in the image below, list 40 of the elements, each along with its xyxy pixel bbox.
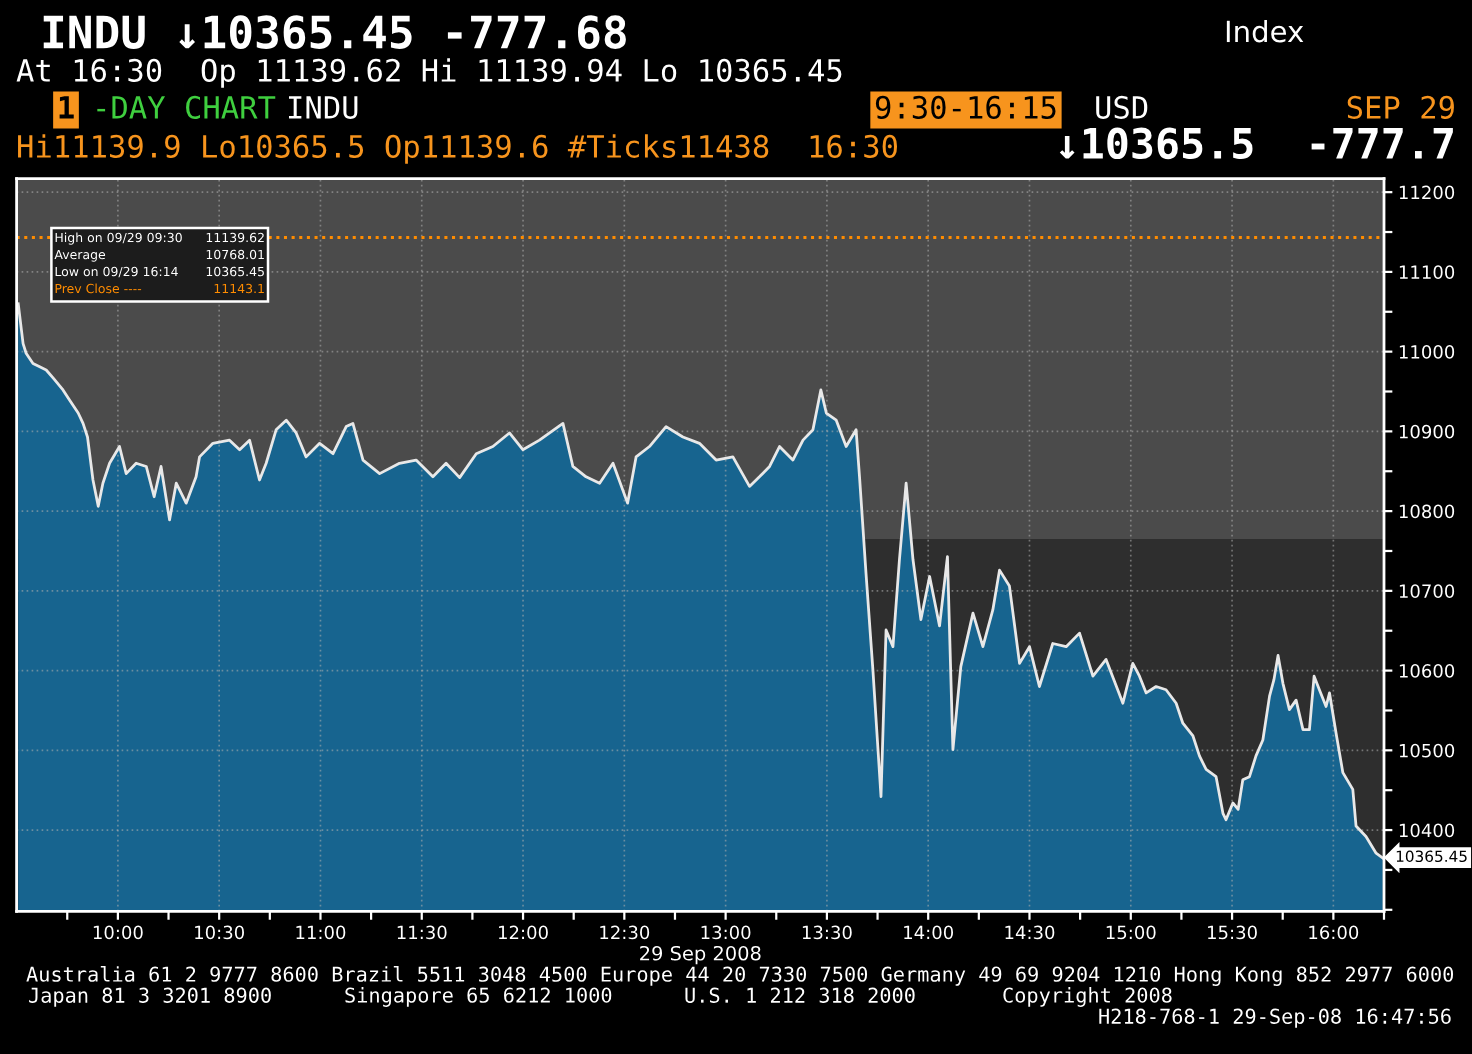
text: 1 xyxy=(59,96,74,119)
y-tick-label: 10500 xyxy=(1399,743,1455,758)
y-tick-label: 10900 xyxy=(1399,424,1455,439)
chart-subtitle: At 16:30 Op 11139.62 Hi 11139.94 Lo 10365.45 xyxy=(16,58,842,88)
x-tick-label: 12:00 xyxy=(499,925,548,940)
x-tick-label: 15:00 xyxy=(1106,925,1156,940)
text: U.S. 1 212 318 2000 xyxy=(685,987,915,1003)
y-tick-label: 10700 xyxy=(1399,584,1455,598)
x-tick-label: 12:30 xyxy=(600,925,650,940)
x-tick-label: 15:30 xyxy=(1208,925,1257,940)
y-tick-label: 11100 xyxy=(1399,265,1455,280)
text: SEP 29 xyxy=(1347,95,1454,119)
x-tick-label: 11:30 xyxy=(397,925,447,940)
x-tick-label: 13:00 xyxy=(701,925,751,940)
text: Index xyxy=(1226,19,1304,43)
y-tick-label: 10800 xyxy=(1399,504,1455,519)
text: Australia 61 2 9777 8600 Brazil 5511 3048 4500 Europe 44 20 7330 7500 Germany 49 69 9204 1210 Hong Kong 852 2977 6000 xyxy=(26,966,1454,986)
text: USD xyxy=(1096,95,1148,119)
text: H218-768-1 29-Sep-08 16:47:56 xyxy=(1099,1008,1451,1028)
x-tick-label: 10:00 xyxy=(93,925,143,940)
text: -DAY CHART xyxy=(97,95,276,119)
x-axis-title: 29 Sep 2008 xyxy=(640,945,761,965)
text: Singapore 65 6212 1000 xyxy=(345,987,612,1007)
text: Japan 81 3 3201 8900 xyxy=(29,987,271,1007)
y-tick-label: 11200 xyxy=(1399,185,1455,200)
text: Hi11139.9 Lo10365.5 Op11139.6 #Ticks11438 16:30 xyxy=(18,134,898,164)
chart-title: INDU ↓10365.45 -777.68 xyxy=(43,15,626,49)
text: 9:30-16:15 xyxy=(875,95,1056,119)
text: Copyright 2008 xyxy=(1003,987,1172,1007)
text: INDU xyxy=(289,96,358,119)
x-tick-label: 14:30 xyxy=(1005,925,1055,940)
x-tick-label: 16:00 xyxy=(1309,925,1359,940)
y-tick-label: 10400 xyxy=(1399,823,1455,838)
x-tick-label: 14:00 xyxy=(904,925,954,940)
x-tick-label: 13:30 xyxy=(802,925,852,940)
text: ↓10365.5 -777.7 xyxy=(1059,127,1453,160)
y-tick-label: 10600 xyxy=(1399,664,1455,678)
x-tick-label: 11:00 xyxy=(296,925,346,940)
y-tick-label: 11000 xyxy=(1399,345,1455,359)
x-tick-label: 10:30 xyxy=(195,925,244,940)
